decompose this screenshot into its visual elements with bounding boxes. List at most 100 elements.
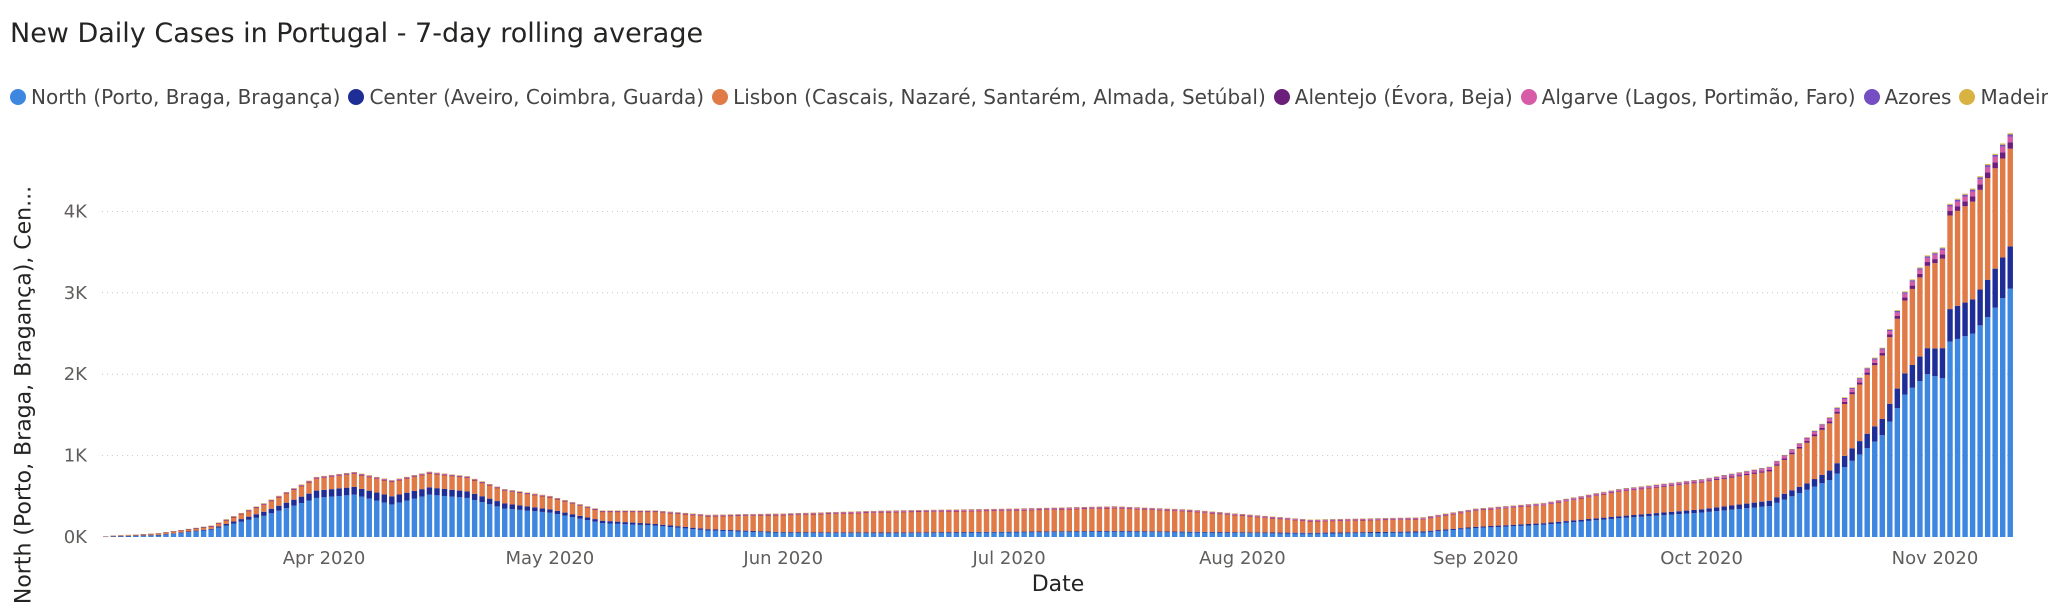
bar-segment[interactable] bbox=[1865, 373, 1870, 375]
bar-segment[interactable] bbox=[1752, 469, 1757, 470]
bar-segment[interactable] bbox=[1360, 533, 1365, 537]
bar-segment[interactable] bbox=[1104, 532, 1109, 537]
bar-segment[interactable] bbox=[1887, 422, 1892, 537]
bar-segment[interactable] bbox=[367, 491, 372, 499]
bar-segment[interactable] bbox=[1887, 330, 1892, 331]
bar-segment[interactable] bbox=[1255, 517, 1260, 518]
bar-segment[interactable] bbox=[607, 512, 612, 521]
bar-segment[interactable] bbox=[1187, 511, 1192, 531]
bar-segment[interactable] bbox=[1834, 474, 1839, 537]
bar-segment[interactable] bbox=[502, 489, 507, 490]
bar-segment[interactable] bbox=[1676, 514, 1681, 537]
bar-segment[interactable] bbox=[1895, 310, 1900, 311]
bar-segment[interactable] bbox=[1684, 484, 1689, 510]
bar-segment[interactable] bbox=[1217, 532, 1222, 533]
bar-segment[interactable] bbox=[434, 474, 439, 475]
bar-segment[interactable] bbox=[1443, 529, 1448, 530]
bar-segment[interactable] bbox=[1992, 168, 1997, 268]
bar-segment[interactable] bbox=[1646, 488, 1651, 489]
bar-segment[interactable] bbox=[1127, 507, 1132, 508]
bar-segment[interactable] bbox=[193, 531, 198, 537]
bar-segment[interactable] bbox=[1059, 509, 1064, 510]
bar-segment[interactable] bbox=[269, 500, 274, 501]
bar-segment[interactable] bbox=[1413, 533, 1418, 537]
bar-segment[interactable] bbox=[675, 528, 680, 537]
bar-segment[interactable] bbox=[1247, 532, 1252, 533]
bar-segment[interactable] bbox=[1774, 497, 1779, 503]
bar-segment[interactable] bbox=[1014, 532, 1019, 537]
bar-segment[interactable] bbox=[1368, 520, 1373, 521]
bar-segment[interactable] bbox=[735, 530, 740, 531]
bar-segment[interactable] bbox=[1044, 532, 1049, 537]
bar-segment[interactable] bbox=[1435, 530, 1440, 531]
bar-segment[interactable] bbox=[713, 531, 718, 537]
bar-segment[interactable] bbox=[1646, 514, 1651, 516]
bar-segment[interactable] bbox=[434, 473, 439, 474]
bar-segment[interactable] bbox=[1021, 532, 1026, 537]
bar-segment[interactable] bbox=[1014, 532, 1019, 533]
bar-segment[interactable] bbox=[1006, 509, 1011, 510]
bar-segment[interactable] bbox=[1992, 269, 1997, 308]
bar-segment[interactable] bbox=[1714, 477, 1719, 479]
bar-segment[interactable] bbox=[1849, 461, 1854, 537]
bar-segment[interactable] bbox=[585, 508, 590, 518]
bar-segment[interactable] bbox=[186, 532, 191, 537]
bar-segment[interactable] bbox=[1383, 532, 1388, 533]
bar-segment[interactable] bbox=[713, 529, 718, 530]
bar-segment[interactable] bbox=[1375, 518, 1380, 519]
bar-segment[interactable] bbox=[1631, 490, 1636, 515]
bar-segment[interactable] bbox=[1398, 519, 1403, 520]
bar-segment[interactable] bbox=[457, 477, 462, 491]
bar-segment[interactable] bbox=[1639, 487, 1644, 488]
bar-segment[interactable] bbox=[412, 499, 417, 537]
bar-segment[interactable] bbox=[1210, 533, 1215, 537]
bar-segment[interactable] bbox=[735, 514, 740, 515]
bar-segment[interactable] bbox=[1345, 519, 1350, 520]
bar-segment[interactable] bbox=[1307, 533, 1312, 534]
bar-segment[interactable] bbox=[494, 487, 499, 488]
bar-segment[interactable] bbox=[833, 514, 838, 533]
bar-segment[interactable] bbox=[1315, 519, 1320, 520]
bar-segment[interactable] bbox=[750, 531, 755, 532]
bar-segment[interactable] bbox=[510, 492, 515, 505]
bar-segment[interactable] bbox=[939, 511, 944, 512]
bar-segment[interactable] bbox=[284, 503, 289, 508]
bar-segment[interactable] bbox=[314, 491, 319, 498]
bar-segment[interactable] bbox=[705, 516, 710, 529]
bar-segment[interactable] bbox=[1925, 262, 1930, 266]
bar-segment[interactable] bbox=[1292, 520, 1297, 521]
bar-segment[interactable] bbox=[284, 492, 289, 493]
bar-segment[interactable] bbox=[1992, 154, 1997, 155]
bar-segment[interactable] bbox=[1925, 348, 1930, 374]
bar-segment[interactable] bbox=[1706, 512, 1711, 537]
bar-segment[interactable] bbox=[1398, 520, 1403, 532]
bar-segment[interactable] bbox=[525, 492, 530, 493]
bar-segment[interactable] bbox=[1059, 507, 1064, 508]
bar-segment[interactable] bbox=[1789, 490, 1794, 496]
bar-segment[interactable] bbox=[909, 510, 914, 511]
bar-segment[interactable] bbox=[1706, 481, 1711, 508]
bar-segment[interactable] bbox=[1977, 190, 1982, 290]
bar-segment[interactable] bbox=[1458, 513, 1463, 514]
bar-segment[interactable] bbox=[1767, 467, 1772, 468]
bar-segment[interactable] bbox=[1232, 532, 1237, 533]
bar-segment[interactable] bbox=[698, 530, 703, 537]
bar-segment[interactable] bbox=[1782, 494, 1787, 500]
bar-segment[interactable] bbox=[833, 532, 838, 533]
bar-segment[interactable] bbox=[1450, 512, 1455, 513]
bar-segment[interactable] bbox=[1360, 520, 1365, 532]
bar-segment[interactable] bbox=[1338, 519, 1343, 520]
bar-segment[interactable] bbox=[1616, 518, 1621, 537]
bar-segment[interactable] bbox=[201, 527, 206, 528]
bar-segment[interactable] bbox=[781, 515, 786, 516]
bar-segment[interactable] bbox=[1119, 507, 1124, 508]
bar-segment[interactable] bbox=[1345, 532, 1350, 533]
bar-segment[interactable] bbox=[171, 534, 176, 537]
bar-segment[interactable] bbox=[1428, 518, 1433, 519]
bar-segment[interactable] bbox=[638, 525, 643, 537]
bar-segment[interactable] bbox=[969, 511, 974, 512]
bar-segment[interactable] bbox=[1179, 532, 1184, 533]
bar-segment[interactable] bbox=[1902, 300, 1907, 373]
bar-segment[interactable] bbox=[344, 474, 349, 487]
bar-segment[interactable] bbox=[1849, 389, 1854, 392]
